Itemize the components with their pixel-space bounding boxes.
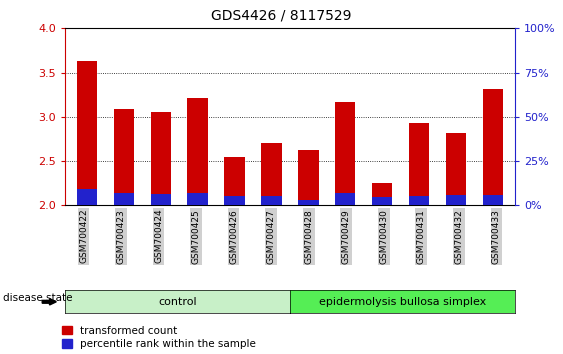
Text: GSM700431: GSM700431 — [417, 209, 426, 264]
Text: epidermolysis bullosa simplex: epidermolysis bullosa simplex — [319, 297, 486, 307]
Text: GSM700422: GSM700422 — [79, 209, 88, 263]
Bar — [150, 112, 171, 205]
Bar — [77, 61, 97, 205]
Bar — [298, 200, 319, 205]
Bar — [372, 183, 392, 205]
Bar — [114, 109, 134, 205]
Bar — [409, 196, 430, 205]
Text: GSM700425: GSM700425 — [191, 209, 200, 264]
Bar — [187, 193, 208, 205]
Bar — [114, 193, 134, 205]
Bar — [409, 123, 430, 205]
Text: GSM700424: GSM700424 — [154, 209, 163, 263]
Text: GSM700430: GSM700430 — [379, 209, 388, 264]
Bar — [446, 133, 466, 205]
Bar — [372, 198, 392, 205]
Bar — [261, 143, 282, 205]
Bar — [483, 195, 503, 205]
Text: GSM700429: GSM700429 — [342, 209, 351, 264]
Bar — [77, 188, 97, 205]
Text: GSM700432: GSM700432 — [454, 209, 463, 264]
Bar — [225, 196, 245, 205]
Bar — [446, 195, 466, 205]
Text: GSM700427: GSM700427 — [267, 209, 276, 264]
Bar — [225, 157, 245, 205]
Text: GSM700426: GSM700426 — [229, 209, 238, 264]
Text: GSM700428: GSM700428 — [304, 209, 313, 264]
Bar — [187, 98, 208, 205]
Text: GDS4426 / 8117529: GDS4426 / 8117529 — [211, 9, 352, 23]
Bar — [483, 88, 503, 205]
Text: GSM700433: GSM700433 — [492, 209, 501, 264]
Text: control: control — [158, 297, 196, 307]
Text: disease state: disease state — [3, 293, 72, 303]
Bar — [298, 150, 319, 205]
Bar — [150, 194, 171, 205]
Bar — [335, 102, 355, 205]
Bar — [261, 195, 282, 205]
Bar — [335, 193, 355, 205]
Text: GSM700423: GSM700423 — [117, 209, 126, 264]
Legend: transformed count, percentile rank within the sample: transformed count, percentile rank withi… — [61, 326, 256, 349]
